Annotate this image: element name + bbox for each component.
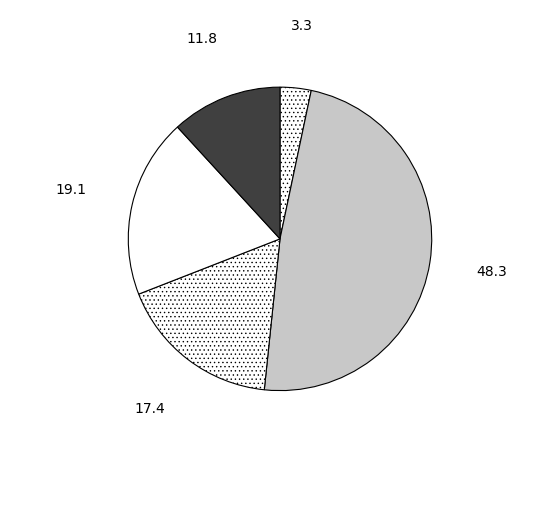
Text: 48.3: 48.3 [476,265,507,279]
Text: 19.1: 19.1 [56,183,87,197]
Wedge shape [280,87,311,239]
Wedge shape [264,90,432,391]
Text: 17.4: 17.4 [135,402,166,416]
Text: 11.8: 11.8 [187,32,218,46]
Wedge shape [128,127,280,294]
Wedge shape [178,87,280,239]
Text: 3.3: 3.3 [291,19,313,33]
Wedge shape [139,239,280,390]
